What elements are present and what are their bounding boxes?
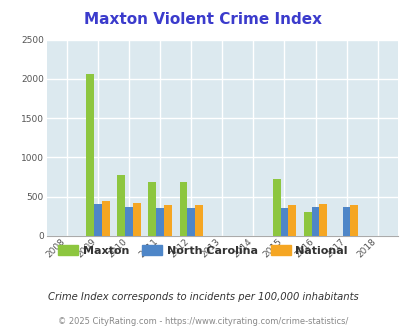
Bar — [102, 201, 109, 236]
Bar — [350, 205, 357, 236]
Bar — [195, 205, 202, 236]
Legend: Maxton, North Carolina, National: Maxton, North Carolina, National — [53, 241, 352, 260]
Bar — [148, 182, 156, 236]
Bar — [117, 175, 125, 236]
Bar — [86, 74, 94, 236]
Bar — [125, 207, 132, 236]
Bar — [156, 208, 164, 236]
Bar — [179, 182, 187, 236]
Bar — [187, 208, 195, 236]
Text: Crime Index corresponds to incidents per 100,000 inhabitants: Crime Index corresponds to incidents per… — [47, 292, 358, 302]
Bar — [288, 205, 295, 236]
Text: Maxton Violent Crime Index: Maxton Violent Crime Index — [84, 12, 321, 26]
Bar — [132, 203, 141, 236]
Bar — [280, 208, 288, 236]
Bar — [94, 204, 102, 236]
Bar — [311, 207, 319, 236]
Bar — [272, 180, 280, 236]
Bar — [319, 204, 326, 236]
Bar — [164, 205, 171, 236]
Bar — [342, 207, 350, 236]
Text: © 2025 CityRating.com - https://www.cityrating.com/crime-statistics/: © 2025 CityRating.com - https://www.city… — [58, 317, 347, 326]
Bar — [303, 213, 311, 236]
